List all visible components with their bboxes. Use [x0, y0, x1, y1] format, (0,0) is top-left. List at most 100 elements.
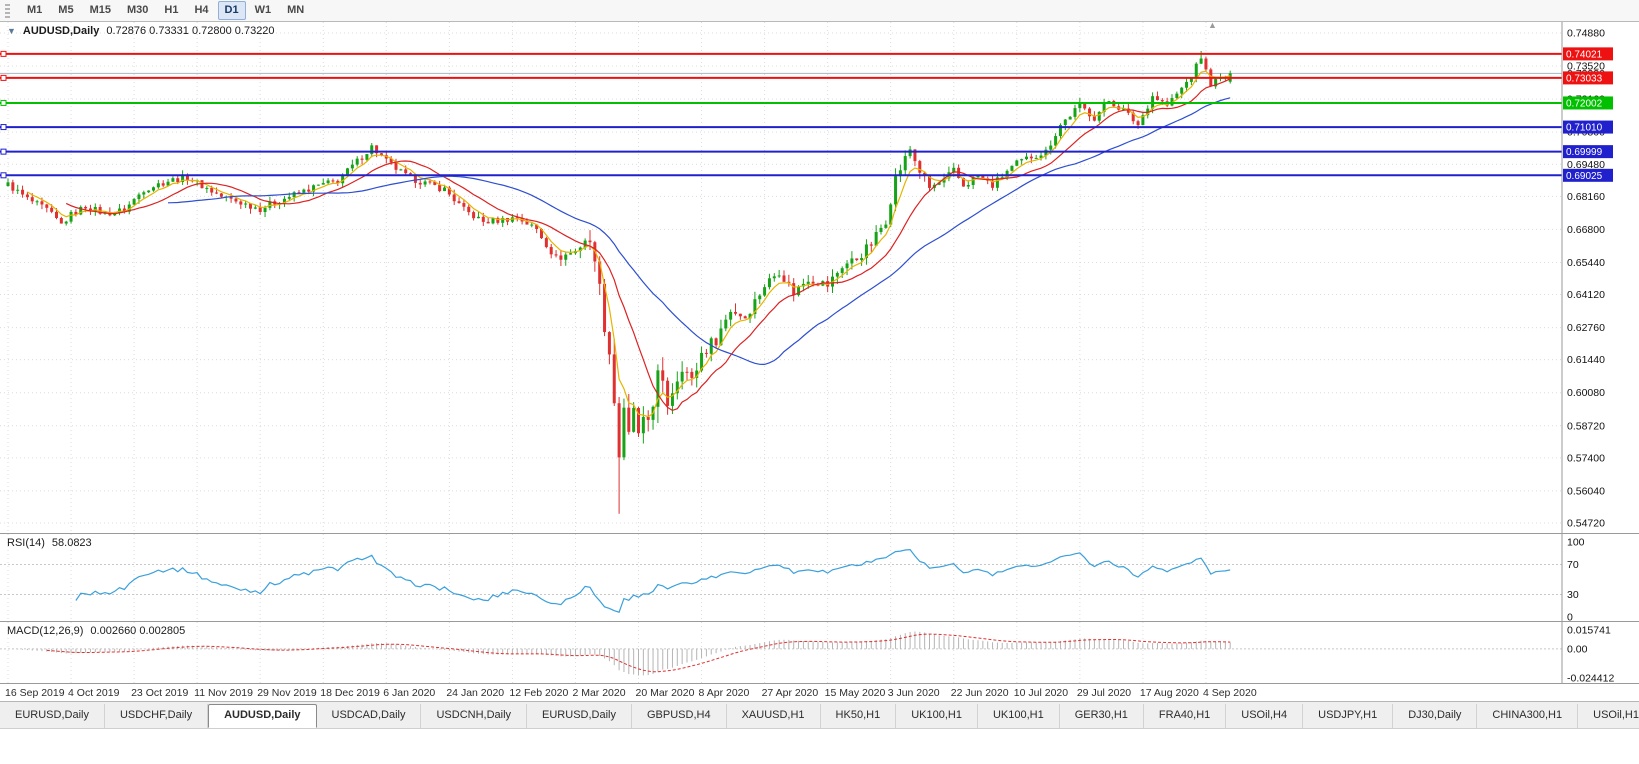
macd-value: 0.002660 0.002805 [90, 625, 186, 637]
svg-text:0.58720: 0.58720 [1567, 420, 1605, 432]
toolbar-grip-icon[interactable] [5, 3, 10, 18]
macd-panel[interactable]: 0.015741 0.00 -0.024412 MACD(12,26,9) 0.00… [0, 622, 1639, 684]
timeframe-button-mn[interactable]: MN [287, 3, 305, 16]
price-tag [1563, 96, 1613, 110]
chart-tab-ger30-h1[interactable]: GER30,H1 [1059, 704, 1144, 728]
chart-shift-marker-icon[interactable]: ▲ [1208, 20, 1217, 30]
price-tag [1563, 71, 1613, 85]
hline-handle[interactable] [0, 74, 7, 81]
one-click-trading-arrow-icon[interactable]: ▼ [7, 26, 16, 36]
chart-tab-usdcnh-daily[interactable]: USDCNH,Daily [421, 704, 528, 728]
svg-text:0.62760: 0.62760 [1567, 322, 1605, 334]
rsi-label: RSI(14) 58.0823 [7, 537, 92, 549]
svg-text:0: 0 [1567, 612, 1573, 623]
svg-text:0.69025: 0.69025 [1566, 171, 1603, 182]
chart-tab-gbpusd-h4[interactable]: GBPUSD,H4 [632, 704, 727, 728]
ma-5-line [27, 70, 1231, 418]
candles [6, 50, 1232, 514]
svg-text:0.60080: 0.60080 [1567, 387, 1605, 399]
svg-text:0.65440: 0.65440 [1567, 257, 1605, 269]
chart-grid [0, 22, 1562, 534]
chart-title: ▼ AUDUSD,Daily 0.72876 0.73331 0.72800 0… [7, 25, 275, 37]
price-chart-canvas[interactable]: 0.748800.735200.721600.708000.694800.681… [0, 22, 1639, 534]
chart-tab-uk100-h1[interactable]: UK100,H1 [977, 704, 1060, 728]
main-chart-panel[interactable]: 0.748800.735200.721600.708000.694800.681… [0, 20, 1639, 534]
rsi-panel[interactable]: 100 70 30 0 RSI(14) 58.0823 [0, 534, 1639, 622]
timeframe-button-h1[interactable]: H1 [164, 3, 179, 16]
hline-handle[interactable] [0, 172, 7, 179]
chart-tab-uk100-h1[interactable]: UK100,H1 [896, 704, 978, 728]
svg-text:0.74021: 0.74021 [1566, 49, 1603, 60]
date-label: 27 Apr 2020 [761, 687, 819, 699]
date-label: 17 Aug 2020 [1139, 687, 1199, 699]
date-label: 4 Oct 2019 [68, 687, 120, 699]
macd-canvas[interactable]: 0.015741 0.00 -0.024412 [0, 622, 1639, 684]
svg-text:0.71010: 0.71010 [1566, 123, 1603, 134]
date-label: 2 Mar 2020 [572, 687, 626, 699]
macd-label: MACD(12,26,9) 0.002660 0.002805 [7, 625, 185, 637]
rsi-value: 58.0823 [51, 537, 92, 549]
chart-symbol-label: AUDUSD,Daily [22, 25, 100, 37]
date-label: 10 Jul 2020 [1013, 687, 1069, 699]
svg-text:0.72002: 0.72002 [1566, 98, 1603, 109]
date-label: 23 Oct 2019 [131, 687, 189, 699]
price-tag [1563, 168, 1613, 182]
chart-tab-usdchf-daily[interactable]: USDCHF,Daily [104, 704, 209, 728]
price-tag [1563, 145, 1613, 159]
svg-text:0.68160: 0.68160 [1567, 191, 1605, 203]
chart-tab-eurusd-daily[interactable]: EURUSD,Daily [527, 704, 632, 728]
date-label: 3 Jun 2020 [887, 687, 940, 699]
chart-tab-usdcad-daily[interactable]: USDCAD,Daily [316, 704, 422, 728]
date-label: 16 Sep 2019 [5, 687, 65, 699]
ma-34-line [167, 97, 1231, 366]
hline-handle[interactable] [0, 50, 7, 57]
timeframe-button-m5[interactable]: M5 [58, 3, 74, 16]
timeframe-button-h4[interactable]: H4 [194, 3, 209, 16]
date-label: 18 Dec 2019 [320, 687, 380, 699]
timeframe-button-m15[interactable]: M15 [89, 3, 111, 16]
timeframe-button-w1[interactable]: W1 [254, 3, 272, 16]
chart-tab-dj30-daily[interactable]: DJ30,Daily [1393, 704, 1478, 728]
chart-tab-eurusd-daily[interactable]: EURUSD,Daily [0, 704, 105, 728]
rsi-canvas[interactable]: 100 70 30 0 [0, 534, 1639, 622]
chart-tab-audusd-daily[interactable]: AUDUSD,Daily [208, 704, 317, 728]
chart-tab-fra40-h1[interactable]: FRA40,H1 [1143, 704, 1227, 728]
date-label: 29 Jul 2020 [1076, 687, 1132, 699]
chart-tab-usdjpy-h1[interactable]: USDJPY,H1 [1303, 704, 1394, 728]
svg-text:0.015741: 0.015741 [1567, 625, 1611, 637]
svg-text:0.66800: 0.66800 [1567, 224, 1605, 236]
date-label: 12 Feb 2020 [509, 687, 569, 699]
svg-text:0.69480: 0.69480 [1567, 159, 1605, 171]
rsi-line [75, 548, 1231, 613]
rsi-name: RSI(14) [7, 537, 45, 549]
date-label: 29 Nov 2019 [257, 687, 317, 699]
timeframe-button-m1[interactable]: M1 [27, 3, 43, 16]
hline-handle[interactable] [0, 148, 7, 155]
date-label: 6 Jan 2020 [383, 687, 436, 699]
chart-tab-xauusd-h1[interactable]: XAUUSD,H1 [726, 704, 821, 728]
chart-tab-hk50-h1[interactable]: HK50,H1 [820, 704, 897, 728]
svg-text:0.54720: 0.54720 [1567, 518, 1605, 530]
date-label: 11 Nov 2019 [194, 687, 253, 699]
macd-histogram [12, 631, 1231, 676]
date-label: 24 Jan 2020 [446, 687, 505, 699]
svg-text:-0.024412: -0.024412 [1567, 673, 1614, 685]
date-label: 20 Mar 2020 [635, 687, 695, 699]
date-label: 8 Apr 2020 [698, 687, 750, 699]
chart-tab-china300-h1[interactable]: CHINA300,H1 [1477, 704, 1579, 728]
chart-tab-usoil-h1[interactable]: USOil,H1 [1578, 704, 1639, 728]
timeframe-buttons: M1 M5 M15 M30 H1 H4 D1 W1 MN [20, 0, 311, 21]
timeframe-button-m30[interactable]: M30 [126, 3, 149, 16]
chart-tab-usoil-h4[interactable]: USOil,H4 [1226, 704, 1304, 728]
svg-text:100: 100 [1567, 537, 1585, 549]
time-axis[interactable]: 16 Sep 2019 4 Oct 2019 23 Oct 2019 11 Nov 2… [0, 684, 1639, 702]
timeframe-button-d1[interactable]: D1 [217, 0, 246, 21]
hline-handle[interactable] [0, 99, 7, 106]
hline-handle[interactable] [0, 124, 7, 131]
date-label: 4 Sep 2020 [1202, 687, 1257, 699]
macd-signal-line [46, 633, 1231, 673]
svg-text:0.74880: 0.74880 [1567, 28, 1605, 40]
svg-text:0.73033: 0.73033 [1566, 73, 1603, 84]
svg-text:0.00: 0.00 [1567, 643, 1588, 655]
